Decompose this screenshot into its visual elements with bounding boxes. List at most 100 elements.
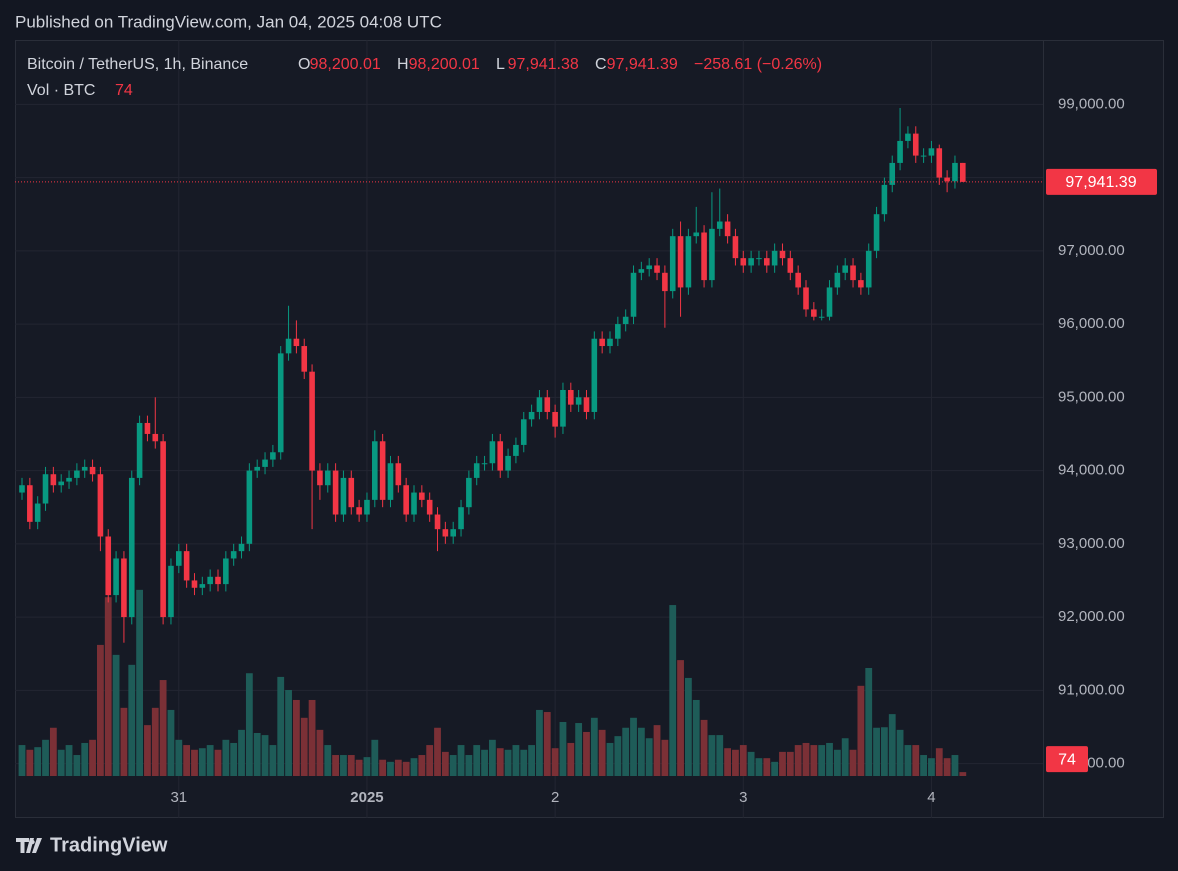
volume-bar: [457, 745, 465, 776]
volume-bar: [904, 745, 912, 776]
candle-body: [183, 551, 190, 581]
volume-bar: [818, 745, 826, 776]
candle-body: [301, 346, 308, 372]
candle-body: [176, 551, 182, 566]
volume-bar: [606, 742, 614, 776]
candle-body: [544, 397, 551, 412]
candle-body: [395, 463, 402, 486]
legend-key: C: [595, 56, 607, 73]
volume-tag-label: 74: [1058, 751, 1076, 768]
candle-body: [865, 250, 872, 288]
volume-bar: [739, 745, 747, 776]
volume-bar: [614, 736, 622, 776]
volume-bar: [543, 712, 551, 776]
volume-bar: [89, 739, 96, 776]
candle-body: [873, 214, 880, 251]
candle-body: [262, 459, 268, 467]
volume-bar: [253, 733, 261, 776]
x-tick-label: 2: [551, 789, 559, 806]
candle-body: [450, 529, 456, 537]
candle-body: [332, 470, 339, 515]
candle-body: [50, 474, 57, 486]
volume-bar: [802, 742, 810, 776]
candle-body: [583, 397, 590, 412]
candle-body: [520, 419, 527, 445]
volume-bar: [42, 739, 49, 776]
volume-bar: [73, 755, 81, 776]
volume-bar: [81, 742, 89, 776]
volume-bar: [786, 751, 794, 776]
volume-bar: [277, 676, 285, 776]
volume-bar: [465, 755, 473, 776]
candle-body: [324, 470, 331, 486]
volume-bar: [567, 742, 575, 776]
volume-bar: [332, 755, 339, 776]
volume-pane: [18, 589, 967, 776]
y-tick-label: 99,000.00: [1058, 95, 1125, 112]
volume-bar: [300, 717, 308, 776]
volume-bar: [144, 725, 151, 776]
candle-body: [701, 232, 707, 281]
volume-bar: [355, 759, 363, 776]
volume-bar: [394, 759, 402, 776]
brand-logo: [16, 838, 42, 853]
symbol: Bitcoin / TetherUS, 1h, Binance: [27, 56, 248, 73]
candle-body: [230, 551, 237, 559]
candle-body: [270, 452, 276, 460]
volume-tag: [1046, 746, 1088, 773]
candle-body: [356, 507, 362, 515]
candle-body: [246, 470, 253, 544]
candle-body: [764, 258, 770, 266]
volume-bar: [747, 751, 755, 776]
volume-bar: [481, 749, 488, 776]
candle-body: [105, 536, 112, 596]
volume-bar: [928, 758, 935, 776]
candle-body: [803, 287, 809, 310]
candle-body: [669, 236, 676, 292]
volume-bar: [865, 667, 873, 776]
volume-bar: [191, 749, 198, 776]
candle-body: [912, 133, 919, 156]
volume-bar: [637, 727, 645, 776]
candle-body: [42, 474, 49, 504]
candle-body: [881, 184, 888, 215]
candle-body: [552, 411, 558, 427]
volume-bar: [833, 749, 841, 776]
volume-bar: [779, 751, 786, 776]
legend-change: −258.61 (−0.26%): [694, 56, 822, 73]
candle-body: [936, 148, 943, 178]
volume-bar: [245, 673, 253, 776]
volume-bar: [136, 589, 143, 776]
candle-body: [842, 265, 848, 273]
volume-bar: [512, 745, 520, 776]
candle-body: [74, 470, 80, 478]
volume-bar: [794, 745, 802, 776]
volume-bar: [261, 735, 269, 776]
candle-body: [709, 228, 715, 281]
volume-bar: [151, 707, 159, 776]
candle-body: [622, 316, 629, 325]
candle-body: [693, 232, 700, 237]
volume-bar: [57, 749, 65, 776]
volume-bar: [49, 727, 57, 776]
candle-body: [285, 338, 292, 354]
volume-bar: [685, 677, 692, 776]
volume-bar: [888, 714, 896, 776]
candle-body: [560, 389, 566, 427]
candle-body: [897, 140, 903, 163]
candle-body: [223, 558, 229, 585]
candle-body: [309, 371, 315, 471]
candle-body: [599, 338, 605, 347]
volume-bar: [763, 758, 771, 776]
candle-body: [575, 397, 582, 405]
candle-body: [928, 148, 935, 156]
volume-bar: [732, 749, 739, 776]
candle-body: [434, 514, 441, 530]
volume-bar: [198, 748, 206, 776]
volume-bar: [363, 757, 371, 776]
candle-body: [411, 492, 417, 515]
candle-body: [630, 272, 637, 317]
volume-bar: [449, 755, 457, 776]
legend-key: O: [298, 56, 310, 73]
